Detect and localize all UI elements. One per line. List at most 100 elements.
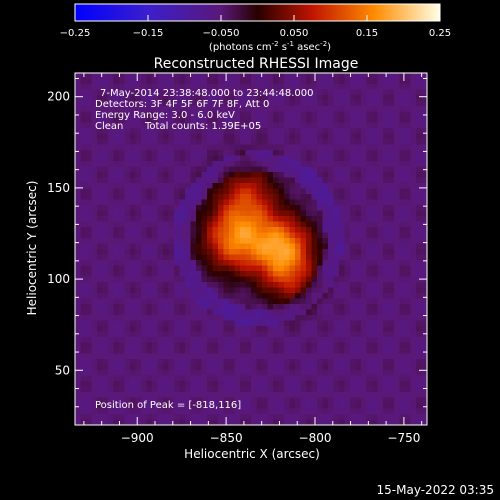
image-pixel bbox=[344, 419, 351, 425]
info-line-detectors: Detectors: 3F 4F 5F 6F 7F 8F, Att 0 bbox=[95, 99, 269, 110]
image-pixel bbox=[124, 260, 131, 266]
image-pixel bbox=[311, 326, 318, 332]
image-pixel bbox=[185, 78, 191, 85]
image-pixel bbox=[295, 397, 301, 404]
image-pixel bbox=[300, 298, 307, 305]
image-pixel bbox=[322, 293, 329, 299]
image-pixel bbox=[75, 386, 81, 393]
image-pixel bbox=[179, 117, 186, 123]
image-pixel bbox=[75, 95, 81, 101]
image-pixel bbox=[350, 89, 356, 96]
image-pixel bbox=[322, 150, 329, 156]
image-pixel bbox=[251, 122, 257, 129]
image-pixel bbox=[366, 337, 373, 343]
image-pixel bbox=[344, 298, 351, 305]
image-pixel bbox=[152, 150, 158, 156]
image-pixel bbox=[80, 370, 87, 376]
image-pixel bbox=[163, 364, 169, 371]
image-pixel bbox=[97, 249, 103, 255]
image-pixel bbox=[388, 161, 395, 167]
image-pixel bbox=[289, 342, 296, 349]
image-pixel bbox=[322, 414, 329, 420]
image-pixel bbox=[377, 188, 384, 195]
image-pixel bbox=[394, 111, 400, 118]
image-pixel bbox=[372, 386, 378, 393]
image-pixel bbox=[157, 342, 164, 349]
image-pixel bbox=[399, 106, 406, 112]
image-pixel bbox=[421, 304, 427, 310]
image-pixel bbox=[174, 172, 180, 178]
image-pixel bbox=[168, 414, 175, 420]
image-pixel bbox=[130, 95, 136, 101]
image-pixel bbox=[322, 117, 329, 123]
image-pixel bbox=[339, 144, 345, 151]
image-pixel bbox=[163, 309, 169, 316]
image-pixel bbox=[174, 227, 180, 233]
image-pixel bbox=[416, 392, 422, 398]
image-pixel bbox=[185, 216, 191, 222]
image-pixel bbox=[322, 122, 329, 129]
image-pixel bbox=[251, 320, 257, 327]
image-pixel bbox=[251, 348, 257, 354]
image-pixel bbox=[421, 73, 427, 79]
image-pixel bbox=[190, 177, 197, 184]
image-pixel bbox=[75, 155, 81, 162]
image-pixel bbox=[212, 183, 219, 189]
image-pixel bbox=[91, 155, 98, 162]
image-pixel bbox=[388, 331, 395, 338]
image-pixel bbox=[405, 89, 411, 96]
image-pixel bbox=[410, 419, 417, 425]
image-pixel bbox=[339, 414, 345, 420]
image-pixel bbox=[328, 282, 334, 288]
image-pixel bbox=[284, 172, 290, 178]
image-pixel bbox=[377, 309, 384, 316]
image-pixel bbox=[284, 348, 290, 354]
image-pixel bbox=[234, 364, 241, 371]
image-pixel bbox=[405, 249, 411, 255]
image-pixel bbox=[174, 84, 180, 90]
image-pixel bbox=[306, 260, 312, 266]
image-pixel bbox=[179, 304, 186, 310]
image-pixel bbox=[267, 177, 274, 184]
image-pixel bbox=[394, 117, 400, 123]
image-pixel bbox=[278, 73, 285, 79]
image-pixel bbox=[251, 271, 257, 277]
image-pixel bbox=[113, 111, 120, 118]
image-pixel bbox=[212, 348, 219, 354]
image-pixel bbox=[328, 403, 334, 409]
image-pixel bbox=[190, 73, 197, 79]
image-pixel bbox=[108, 133, 114, 140]
image-pixel bbox=[108, 276, 114, 283]
image-pixel bbox=[317, 348, 323, 354]
image-pixel bbox=[207, 95, 213, 101]
image-pixel bbox=[284, 111, 290, 118]
image-pixel bbox=[405, 359, 411, 365]
image-pixel bbox=[80, 117, 87, 123]
image-pixel bbox=[229, 265, 235, 272]
image-pixel bbox=[256, 414, 263, 420]
image-pixel bbox=[289, 293, 296, 299]
image-pixel bbox=[344, 155, 351, 162]
image-pixel bbox=[119, 144, 125, 151]
image-pixel bbox=[201, 95, 208, 101]
image-pixel bbox=[163, 381, 169, 387]
image-pixel bbox=[240, 227, 246, 233]
image-pixel bbox=[157, 326, 164, 332]
image-pixel bbox=[245, 238, 252, 244]
image-pixel bbox=[223, 210, 230, 217]
image-pixel bbox=[229, 298, 235, 305]
image-pixel bbox=[317, 271, 323, 277]
image-pixel bbox=[152, 293, 158, 299]
image-pixel bbox=[262, 271, 268, 277]
image-pixel bbox=[284, 397, 290, 404]
image-pixel bbox=[306, 282, 312, 288]
image-pixel bbox=[284, 282, 290, 288]
image-pixel bbox=[306, 287, 312, 294]
image-pixel bbox=[333, 183, 340, 189]
image-pixel bbox=[278, 249, 285, 255]
image-pixel bbox=[245, 199, 252, 206]
y-tick-label: 200 bbox=[47, 90, 70, 104]
image-pixel bbox=[339, 177, 345, 184]
image-pixel bbox=[306, 89, 312, 96]
image-pixel bbox=[146, 150, 153, 156]
